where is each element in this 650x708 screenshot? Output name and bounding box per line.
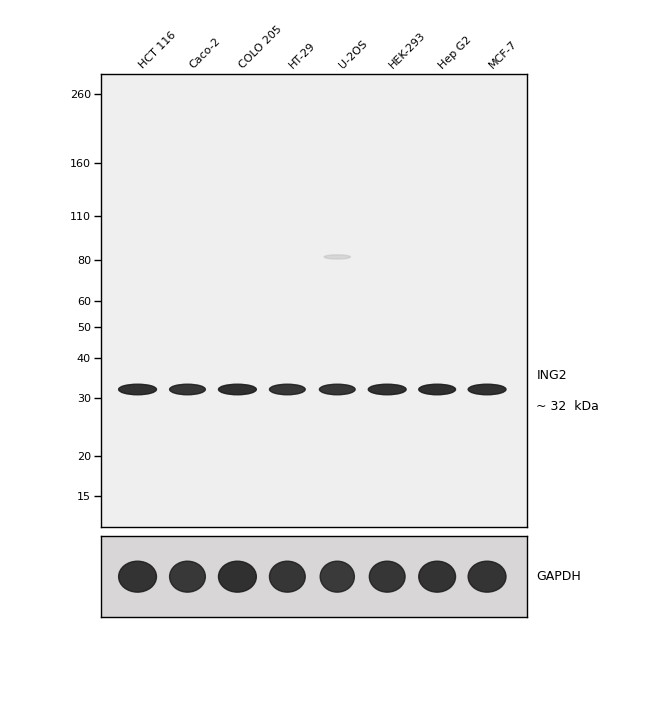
Ellipse shape	[170, 561, 205, 592]
Ellipse shape	[468, 561, 506, 592]
Text: HT-29: HT-29	[287, 41, 317, 71]
Ellipse shape	[218, 561, 256, 592]
Ellipse shape	[270, 384, 306, 395]
Ellipse shape	[170, 384, 205, 395]
Ellipse shape	[118, 384, 157, 395]
Ellipse shape	[324, 255, 350, 259]
Ellipse shape	[118, 561, 157, 592]
Text: ~ 32  kDa: ~ 32 kDa	[536, 400, 599, 413]
Text: HCT 116: HCT 116	[138, 30, 178, 71]
Ellipse shape	[369, 561, 405, 592]
Ellipse shape	[270, 561, 306, 592]
Text: ING2: ING2	[536, 370, 567, 382]
Text: COLO 205: COLO 205	[237, 24, 284, 71]
Ellipse shape	[319, 384, 355, 395]
Ellipse shape	[320, 561, 354, 592]
Text: HEK-293: HEK-293	[387, 30, 427, 71]
Ellipse shape	[419, 384, 456, 395]
Text: Hep G2: Hep G2	[437, 35, 474, 71]
Ellipse shape	[218, 384, 256, 395]
Text: U-2OS: U-2OS	[337, 39, 369, 71]
Ellipse shape	[369, 384, 406, 395]
Ellipse shape	[419, 561, 456, 592]
Text: MCF-7: MCF-7	[487, 39, 519, 71]
Text: GAPDH: GAPDH	[536, 570, 581, 583]
Ellipse shape	[468, 384, 506, 395]
Text: Caco-2: Caco-2	[187, 36, 222, 71]
